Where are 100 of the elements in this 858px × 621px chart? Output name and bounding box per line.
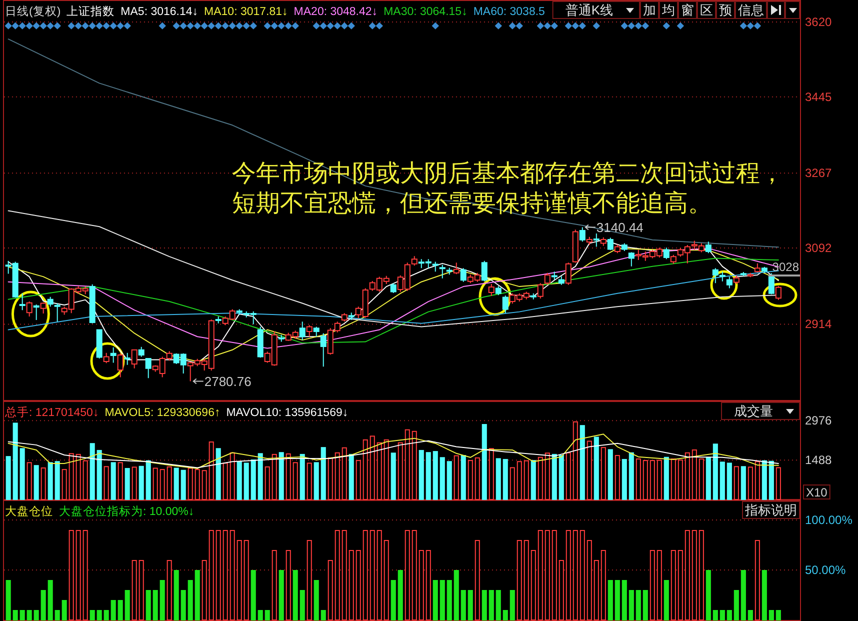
candlestick	[19, 292, 26, 311]
candlestick	[747, 272, 754, 278]
bar	[656, 550, 662, 620]
bar	[776, 467, 781, 500]
y-tick-label: 3445	[805, 90, 832, 104]
bar	[362, 530, 368, 620]
bar	[524, 460, 529, 500]
bar	[762, 570, 767, 620]
annotation: 预	[719, 2, 732, 18]
bar	[118, 462, 123, 500]
bar	[538, 530, 543, 620]
candlestick	[705, 241, 712, 254]
bar	[684, 452, 690, 500]
bar	[48, 580, 53, 620]
bar	[278, 452, 284, 500]
text: MA5: 3016.14↓	[120, 6, 198, 18]
line-series	[8, 440, 779, 468]
bar	[334, 452, 340, 500]
bar	[720, 610, 725, 620]
y-tick-label: 1488	[805, 453, 832, 468]
bar	[62, 469, 67, 500]
y-tick-label: 3267	[805, 166, 832, 180]
bar	[6, 456, 11, 500]
bar	[502, 458, 508, 500]
bar	[678, 550, 683, 620]
annotation: 加	[643, 2, 656, 18]
bar	[264, 610, 270, 620]
bar	[82, 460, 88, 500]
candlestick	[236, 308, 242, 316]
bar	[68, 453, 74, 500]
bar	[678, 460, 683, 500]
bar	[572, 421, 578, 500]
bar	[614, 580, 620, 620]
candlestick	[138, 346, 144, 358]
candlestick	[565, 262, 572, 286]
bar	[348, 550, 354, 620]
bar	[208, 530, 214, 620]
candlestick	[488, 283, 494, 296]
bar	[250, 570, 256, 620]
text: MA20: 3048.42↓	[294, 6, 378, 18]
bar	[650, 550, 655, 620]
bar	[720, 462, 725, 500]
bar	[692, 449, 697, 500]
candlestick	[614, 244, 620, 254]
bar	[90, 610, 95, 620]
bar	[754, 461, 760, 500]
bar	[734, 466, 739, 500]
line-series	[8, 38, 779, 248]
bar	[628, 590, 634, 620]
bar	[356, 460, 361, 500]
chart-subtitle: 日线(复权)	[5, 5, 61, 18]
candlestick	[453, 262, 460, 275]
bar	[20, 448, 25, 500]
bar	[208, 441, 214, 500]
bar	[580, 530, 585, 620]
candlestick	[558, 276, 564, 286]
bar	[622, 458, 627, 500]
bar	[222, 462, 228, 500]
candlestick	[502, 295, 508, 314]
bar	[748, 466, 753, 500]
bar	[426, 452, 431, 500]
bar	[348, 454, 354, 500]
bar	[516, 461, 522, 500]
bar	[132, 466, 137, 500]
bar	[510, 590, 515, 620]
bar	[376, 442, 382, 500]
candlestick	[47, 296, 54, 308]
candlestick	[215, 316, 222, 324]
y-tick-label: 2976	[805, 414, 832, 428]
bar	[20, 610, 25, 620]
bar	[762, 460, 767, 500]
bar	[12, 610, 18, 620]
bar	[440, 457, 445, 500]
bar	[748, 610, 753, 620]
candlestick	[530, 292, 536, 300]
bar	[418, 550, 424, 620]
bar	[68, 530, 74, 620]
bar	[258, 453, 263, 500]
bar	[12, 422, 18, 500]
bar	[768, 610, 774, 620]
chart-title: 上证指数	[66, 5, 115, 18]
candlestick	[628, 252, 634, 267]
bar	[712, 610, 718, 620]
bar	[460, 455, 466, 500]
bar	[488, 448, 494, 500]
bar	[482, 590, 487, 620]
candlestick	[551, 271, 558, 280]
bar	[166, 560, 172, 620]
bar	[278, 570, 284, 620]
bar	[370, 530, 375, 620]
bar	[26, 610, 32, 620]
bar	[328, 457, 333, 500]
bar	[356, 550, 361, 620]
candlestick	[607, 237, 614, 251]
bar	[188, 468, 193, 500]
bar	[692, 530, 697, 620]
bar	[222, 530, 228, 620]
bar	[54, 461, 60, 500]
bar	[636, 590, 641, 620]
bar	[524, 540, 529, 620]
